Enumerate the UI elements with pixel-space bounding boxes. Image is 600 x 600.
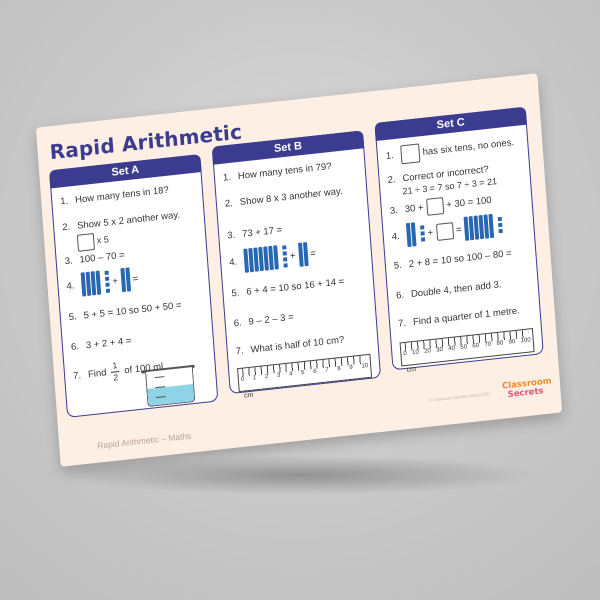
ones-cubes-icon	[420, 225, 426, 242]
ruler-label: 30	[436, 346, 444, 354]
ruler-label: 0	[403, 350, 407, 358]
question-a3: 3. 100 – 70 =	[64, 249, 125, 268]
question-a1: 1. How many tens in 18?	[59, 184, 170, 208]
question-c7: 7. Find a quarter of 1 metre.	[397, 305, 521, 330]
question-c4: 4. + =	[391, 213, 503, 249]
question-b5: 5. 6 + 4 = 10 so 16 + 14 =	[231, 276, 345, 300]
answer-box[interactable]	[76, 232, 95, 252]
ruler-label: 2	[264, 373, 269, 381]
ones-cubes-icon	[497, 216, 503, 234]
question-a2-answer: x 5	[76, 231, 110, 252]
ruler-label: 80	[496, 340, 504, 348]
ruler-label: 7	[325, 367, 329, 374]
ruler-unit: cm	[243, 391, 254, 400]
ruler-label: 100	[520, 337, 531, 345]
ruler-unit: cm	[406, 365, 417, 374]
ruler-label: 10	[361, 363, 369, 370]
ones-cubes-icon	[104, 270, 111, 293]
tens-rods-icon	[80, 270, 102, 297]
beaker-icon	[145, 366, 196, 408]
drop-shadow	[60, 455, 540, 495]
question-b3: 3. 73 + 17 =	[226, 224, 283, 242]
answer-box[interactable]	[400, 143, 421, 165]
answer-box[interactable]	[425, 197, 444, 216]
ruler-label: 9	[349, 364, 353, 372]
ruler-label: 5	[300, 369, 305, 377]
ruler-label: 8	[337, 366, 341, 373]
worksheet: Rapid Arithmetic Set A 1. How many tens i…	[35, 73, 563, 467]
question-a6: 6. 3 + 2 + 4 =	[70, 335, 132, 354]
tens-rods-icon	[297, 242, 309, 267]
ruler-label: 60	[472, 342, 480, 350]
ones-cubes-icon	[282, 245, 288, 268]
tens-rods-icon	[119, 267, 131, 293]
ruler-label: 70	[484, 341, 492, 349]
ruler-label: 0	[240, 376, 245, 383]
tens-rods-icon	[405, 222, 417, 248]
question-b4: 4. + =	[228, 241, 316, 274]
question-a4: 4. + =	[66, 266, 139, 298]
question-b1: 1. How many tens in 79?	[222, 160, 332, 184]
ruler-label: 50	[460, 344, 468, 351]
question-b2: 2. Show 8 x 3 another way.	[224, 185, 344, 210]
ruler-label: 90	[508, 339, 516, 346]
set-a-panel: Set A 1. How many tens in 18? 2. Show 5 x …	[49, 154, 219, 418]
question-c5: 5. 2 + 8 = 10 so 100 – 80 =	[393, 247, 512, 272]
ruler-label: 1	[252, 375, 257, 382]
tens-rods-icon	[243, 245, 279, 273]
set-c-panel: Set C 1. has six tens, no ones. 2. Correc…	[374, 106, 544, 374]
question-a5: 5. 5 + 5 = 10 so 50 + 50 =	[68, 299, 182, 324]
tens-rods-icon	[463, 213, 495, 241]
question-b7: 7. What is half of 10 cm?	[235, 334, 345, 358]
ruler-label: 10	[411, 349, 420, 357]
set-b-panel: Set B 1. How many tens in 79? 2. Show 8 x …	[211, 130, 382, 400]
ruler-label: 40	[448, 345, 456, 353]
ruler-label: 4	[288, 371, 293, 378]
ruler-label: 20	[424, 348, 432, 355]
ruler-label: 6	[313, 368, 317, 375]
answer-box[interactable]	[435, 221, 454, 241]
ruler-label: 3	[276, 372, 281, 379]
question-c1: 1. has six tens, no ones.	[385, 133, 515, 166]
question-a2: 2. Show 5 x 2 another way.	[61, 209, 181, 234]
question-c6: 6. Double 4, then add 3.	[395, 279, 502, 302]
question-b6: 6. 9 – 2 – 3 =	[233, 311, 294, 330]
